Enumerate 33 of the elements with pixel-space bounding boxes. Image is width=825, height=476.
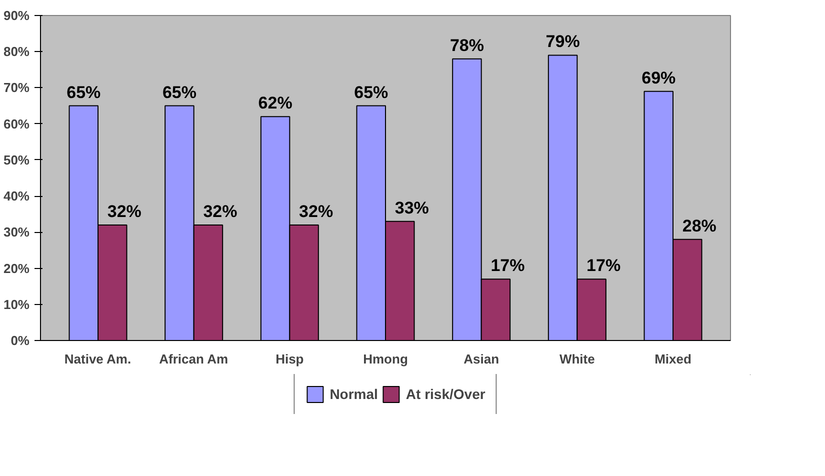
y-tick-label: 60% xyxy=(3,116,30,132)
data-label: 65% xyxy=(162,82,196,102)
data-label: 17% xyxy=(586,256,621,276)
data-label: 33% xyxy=(394,198,429,218)
y-tick-label: 20% xyxy=(3,260,30,276)
y-tick-label: 0% xyxy=(10,333,30,348)
y-tick-label: 50% xyxy=(3,152,30,168)
y-tick-label: 70% xyxy=(3,80,30,96)
x-tick-label: Native Am. xyxy=(64,352,132,366)
x-tick-label: Mixed xyxy=(654,352,692,366)
y-tick-label: 90% xyxy=(3,8,30,23)
y-tick-label: 40% xyxy=(3,188,30,204)
y-tick-label: 30% xyxy=(3,224,30,240)
data-label: 69% xyxy=(642,68,676,88)
data-label: 78% xyxy=(450,36,484,55)
legend-label: Normal xyxy=(330,386,378,402)
data-label: 32% xyxy=(107,202,142,221)
data-label: 28% xyxy=(682,216,716,236)
x-tick-label: White xyxy=(559,352,595,366)
data-label: 65% xyxy=(66,82,101,102)
y-tick-label: 10% xyxy=(3,296,30,312)
data-label: 32% xyxy=(299,202,334,221)
y-tick-label: 80% xyxy=(3,44,30,60)
x-tick-label: Hisp xyxy=(276,352,304,366)
x-tick-label: African Am xyxy=(159,352,228,366)
data-label: 32% xyxy=(203,202,238,221)
x-tick-label: Hmong xyxy=(363,352,408,366)
data-label: 17% xyxy=(490,256,525,276)
data-label: 65% xyxy=(354,82,388,102)
x-tick-label: Asian xyxy=(464,352,500,366)
data-label: 79% xyxy=(546,32,580,52)
legend-label: At risk/Over xyxy=(406,386,486,402)
data-label: 62% xyxy=(258,94,292,113)
